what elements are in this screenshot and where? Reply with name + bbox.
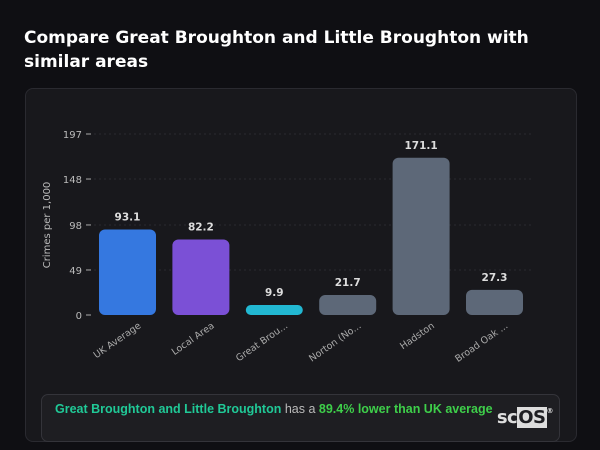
bar	[245, 305, 303, 315]
value-label: 9.9	[265, 287, 284, 299]
page-title: Compare Great Broughton and Little Broug…	[24, 28, 529, 72]
value-label: 93.1	[115, 211, 141, 223]
bar	[319, 295, 377, 315]
logo-mark: ®	[546, 407, 554, 415]
value-label: 27.3	[482, 272, 508, 284]
y-axis-label: Crimes per 1,000	[42, 182, 53, 269]
y-tick-label: 148	[63, 175, 82, 186]
x-tick-label: Broad Oak ...	[453, 320, 510, 364]
logo-text: sc	[496, 407, 518, 428]
x-tick-label: Norton (No...	[307, 320, 363, 364]
x-tick-label: UK Average	[92, 320, 144, 361]
bar	[392, 157, 450, 315]
y-tick-label: 98	[69, 221, 82, 232]
scos-logo: scOS®	[497, 407, 553, 428]
x-tick-label: Hadston	[398, 320, 437, 352]
bar	[466, 289, 523, 315]
area-name: Great Broughton and Little Broughton	[55, 402, 282, 416]
comparison-stat: 89.4% lower than UK average	[318, 402, 493, 416]
y-tick-label: 197	[63, 130, 82, 141]
y-tick-label: 0	[76, 311, 82, 322]
summary-text: Great Broughton and Little Broughton has…	[55, 401, 495, 418]
logo-box: OS	[517, 407, 547, 428]
y-tick-label: 49	[69, 266, 82, 277]
summary-footer: Great Broughton and Little Broughton has…	[41, 394, 560, 442]
bar	[172, 239, 230, 315]
bar	[99, 229, 156, 315]
summary-connector: has a	[281, 402, 319, 416]
x-tick-label: Local Area	[170, 320, 217, 357]
value-label: 82.2	[188, 221, 214, 233]
value-label: 171.1	[404, 140, 437, 152]
x-tick-label: Great Brou...	[234, 320, 290, 364]
value-label: 21.7	[335, 277, 361, 289]
